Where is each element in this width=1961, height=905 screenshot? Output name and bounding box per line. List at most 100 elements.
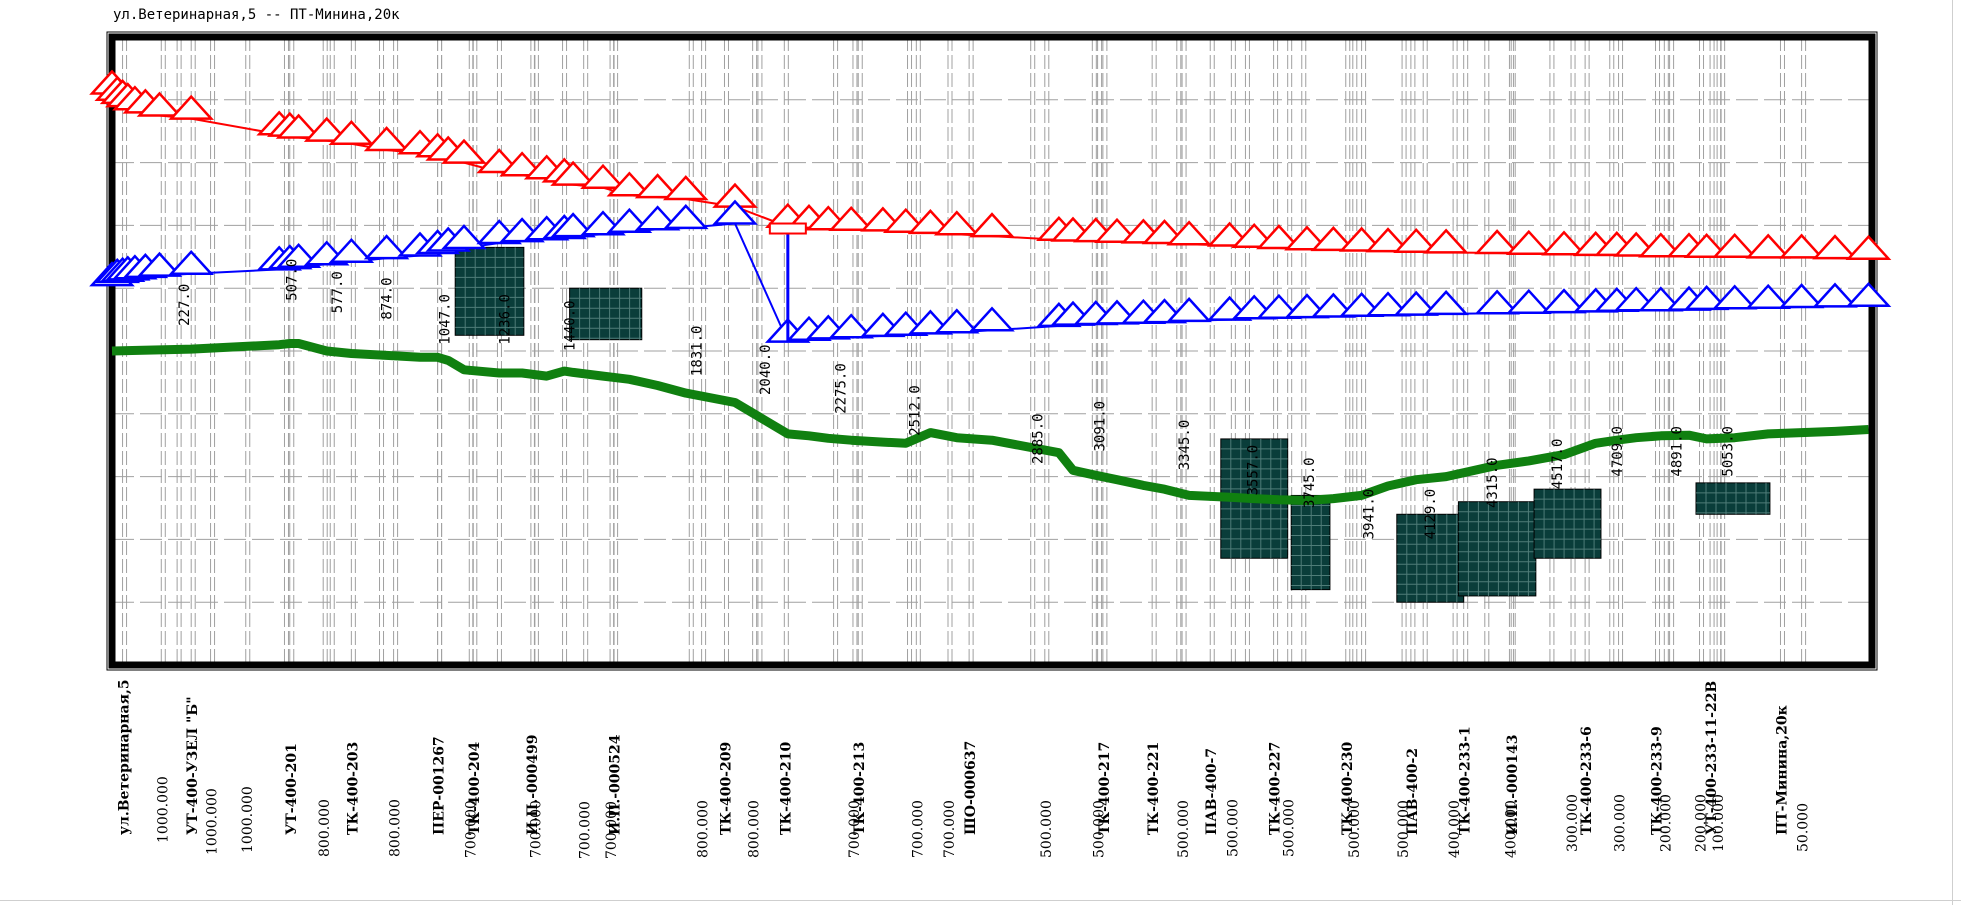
return-triangle-marker bbox=[1393, 290, 1440, 316]
node-label: ТК-400-217 bbox=[1097, 742, 1113, 835]
node-label: ТК-400-227 bbox=[1268, 742, 1284, 835]
node-label: И.П.-000499 bbox=[525, 735, 541, 835]
elevation-label: 577.0 bbox=[330, 271, 346, 313]
supply-triangle-marker bbox=[933, 210, 980, 236]
node-label: И.П.-000524 bbox=[608, 734, 624, 835]
return-triangle-marker bbox=[1423, 290, 1469, 316]
return-triangle-marker bbox=[1256, 293, 1302, 319]
length-label: 1000.000 bbox=[240, 786, 256, 853]
node-label: УТ-400-УЗЕЛ "Б" bbox=[185, 696, 201, 835]
return-triangle-marker bbox=[1711, 284, 1758, 310]
elevation-label: 874.0 bbox=[380, 277, 396, 319]
return-triangle-marker bbox=[1474, 289, 1520, 315]
return-triangle-marker bbox=[828, 313, 875, 339]
length-label: 100.000 bbox=[1711, 794, 1727, 852]
length-label: 800.000 bbox=[317, 799, 333, 857]
supply-triangle-marker bbox=[1474, 229, 1520, 255]
node-label: ТК-400-221 bbox=[1146, 742, 1162, 835]
chamber-rect bbox=[454, 246, 525, 336]
chamber-rect bbox=[1695, 482, 1771, 515]
supply-triangle-marker bbox=[907, 209, 954, 235]
elevation-label: 2275.0 bbox=[834, 363, 850, 414]
length-label: 700.000 bbox=[528, 800, 544, 858]
chamber-block bbox=[1533, 488, 1602, 559]
length-label: 500.000 bbox=[1282, 799, 1298, 857]
length-label: 700.000 bbox=[578, 801, 594, 859]
supply-triangle-marker bbox=[662, 175, 709, 201]
elevation-label: 1831.0 bbox=[689, 326, 705, 377]
supply-triangle-marker bbox=[441, 138, 487, 164]
return-triangle-marker bbox=[550, 212, 596, 238]
elevation-label: 4517.0 bbox=[1550, 439, 1566, 490]
node-label: ТК-400-233-9 bbox=[1650, 726, 1666, 835]
elevation-label: 1236.0 bbox=[497, 294, 513, 345]
node-label: УТ-400-201 bbox=[284, 743, 300, 835]
node-label: ТК-400-203 bbox=[345, 742, 361, 835]
return-triangle-marker bbox=[441, 224, 487, 250]
chamber-block bbox=[454, 246, 525, 336]
return-triangle-marker bbox=[1845, 281, 1892, 308]
supply-triangle-marker bbox=[1778, 233, 1825, 259]
return-triangle-marker bbox=[712, 199, 758, 225]
return-triangle-marker bbox=[933, 308, 980, 334]
chamber-rect bbox=[1533, 488, 1602, 559]
return-triangle-marker bbox=[1637, 286, 1684, 312]
supply-triangle-marker bbox=[828, 205, 875, 232]
node-label: ТК-400-213 bbox=[852, 742, 868, 835]
node-label: ТК-400-210 bbox=[778, 742, 794, 835]
divider-right bbox=[1952, 0, 1953, 905]
chart-title: ул.Ветеринарная,5 -- ПТ-Минина,20к bbox=[113, 7, 400, 23]
elevation-label: 1440.0 bbox=[563, 300, 579, 351]
length-label: 700.000 bbox=[463, 800, 479, 858]
node-label: ПЕР-001267 bbox=[432, 736, 448, 835]
return-triangle-marker bbox=[1310, 292, 1357, 318]
length-label: 700.000 bbox=[942, 800, 958, 858]
supply-triangle-marker bbox=[363, 126, 410, 152]
chamber-block bbox=[1290, 494, 1331, 591]
return-triangle-marker bbox=[328, 237, 375, 264]
return-triangle-marker bbox=[634, 205, 681, 231]
ground-profile-line bbox=[111, 339, 1869, 505]
supply-triangle-marker bbox=[1711, 232, 1758, 259]
node-label: ТК-400-230 bbox=[1340, 742, 1356, 835]
node-label: И.П.-000143 bbox=[1505, 735, 1521, 835]
supply-triangle-marker bbox=[580, 163, 626, 189]
supply-triangle-marker bbox=[1284, 225, 1330, 251]
chamber-rect bbox=[1396, 513, 1465, 603]
return-triangle-marker bbox=[1683, 285, 1730, 311]
length-label: 800.000 bbox=[747, 800, 763, 858]
elevation-label: 4709.0 bbox=[1610, 426, 1626, 477]
supply-triangle-marker bbox=[1505, 229, 1552, 255]
return-triangle-marker bbox=[969, 306, 1015, 332]
supply-triangle-marker bbox=[275, 113, 322, 139]
node-label: ПАВ-400-2 bbox=[1405, 748, 1421, 835]
node-label: ул.Ветеринарная,5 bbox=[117, 679, 133, 835]
supply-triangle-marker bbox=[328, 119, 375, 146]
supply-triangle-marker bbox=[634, 173, 681, 199]
length-label: 200.000 bbox=[1658, 794, 1674, 852]
supply-triangle-marker bbox=[1393, 227, 1440, 254]
return-triangle-marker bbox=[1778, 283, 1825, 309]
supply-triangle-marker bbox=[969, 212, 1015, 238]
return-triangle-marker bbox=[136, 251, 183, 277]
chamber-rect bbox=[1457, 501, 1537, 597]
supply-triangle-marker bbox=[1541, 230, 1587, 256]
supply-triangle-marker bbox=[1683, 232, 1730, 259]
chamber-rect bbox=[569, 287, 643, 341]
supply-triangle-marker bbox=[136, 91, 183, 117]
length-label: 700.000 bbox=[910, 800, 926, 858]
supply-marker-block bbox=[768, 222, 807, 235]
chamber-block bbox=[1695, 482, 1771, 515]
node-label: ПАВ-400-7 bbox=[1204, 748, 1220, 835]
elevation-label: 3941.0 bbox=[1362, 489, 1378, 540]
length-label: 400.000 bbox=[1447, 800, 1463, 858]
length-label: 500.000 bbox=[1039, 800, 1055, 858]
supply-triangle-marker bbox=[168, 94, 215, 120]
supply-triangle-marker bbox=[1310, 226, 1357, 252]
length-label: 700.000 bbox=[847, 800, 863, 858]
node-label: ТК-400-209 bbox=[719, 742, 735, 835]
supply-triangle-marker bbox=[1812, 234, 1858, 260]
elevation-label: 3557.0 bbox=[1245, 445, 1261, 496]
length-label: 300.000 bbox=[1565, 794, 1581, 852]
return-triangle-marker bbox=[662, 204, 709, 230]
